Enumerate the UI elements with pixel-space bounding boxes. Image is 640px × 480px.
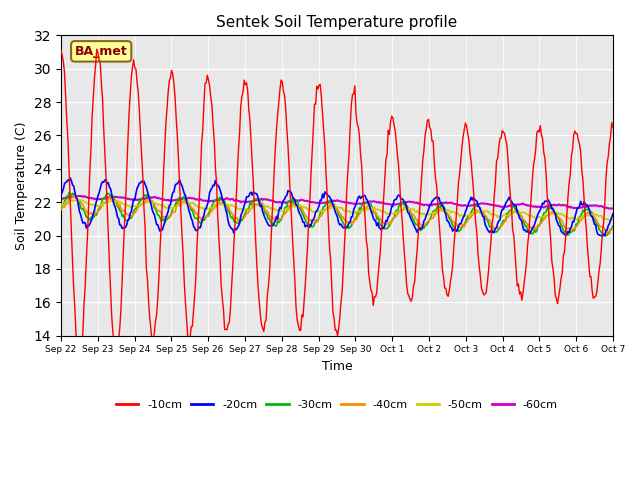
Y-axis label: Soil Temperature (C): Soil Temperature (C): [15, 121, 28, 250]
Legend: -10cm, -20cm, -30cm, -40cm, -50cm, -60cm: -10cm, -20cm, -30cm, -40cm, -50cm, -60cm: [112, 395, 562, 414]
X-axis label: Time: Time: [321, 360, 353, 373]
Title: Sentek Soil Temperature profile: Sentek Soil Temperature profile: [216, 15, 458, 30]
Text: BA_met: BA_met: [75, 45, 127, 58]
